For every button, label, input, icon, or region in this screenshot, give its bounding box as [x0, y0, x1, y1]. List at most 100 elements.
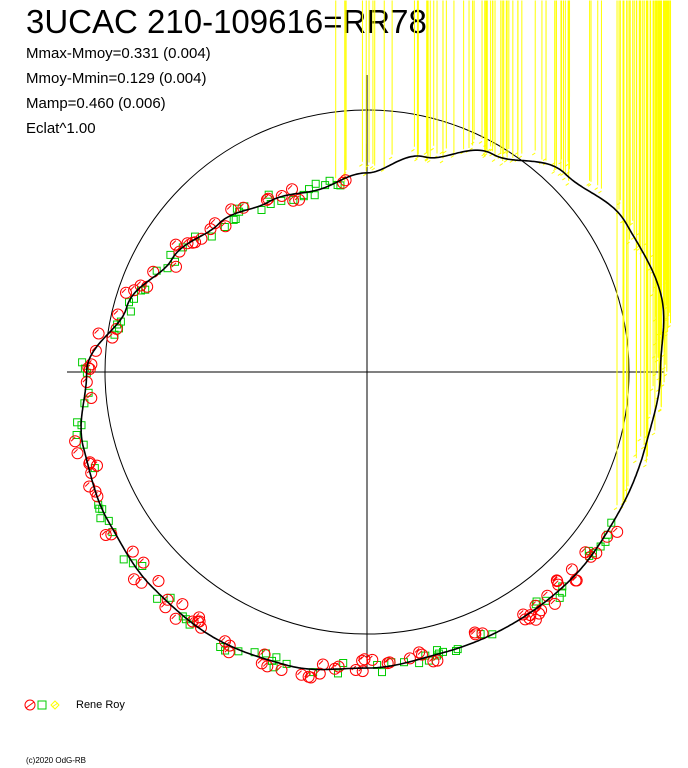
- data-point-red-25: [69, 435, 82, 448]
- data-point-red-77: [71, 447, 84, 460]
- data-point-yellow-59: [430, 0, 435, 151]
- data-point-yellow-102: [553, 0, 557, 172]
- legend: Rene Roy: [24, 697, 125, 713]
- data-point-yellow-57: [613, 0, 618, 511]
- data-point-yellow-85: [362, 0, 367, 177]
- data-point-green-6: [207, 232, 216, 241]
- data-points: [69, 0, 672, 684]
- data-point-red-85: [366, 653, 379, 666]
- legend-green-square: [37, 700, 47, 710]
- data-point-green-73: [78, 358, 87, 367]
- data-point-yellow-81: [637, 0, 642, 442]
- data-point-yellow-89: [564, 0, 569, 167]
- data-point-yellow-116: [551, 0, 556, 166]
- fit-curve: [80, 149, 665, 671]
- legend-symbols: [24, 699, 60, 711]
- data-point-green-80: [378, 668, 386, 677]
- legend-observer: Rene Roy: [76, 699, 125, 711]
- data-point-green-68: [532, 597, 541, 606]
- data-point-yellow-93: [469, 0, 474, 151]
- data-point-yellow-126: [665, 0, 670, 309]
- data-point-yellow-42: [371, 0, 376, 171]
- data-point-yellow-6: [426, 0, 431, 163]
- data-point-yellow-109: [636, 0, 641, 251]
- data-point-yellow-9: [388, 0, 393, 160]
- data-point-green-38: [257, 206, 266, 214]
- data-point-yellow-15: [414, 0, 418, 162]
- data-point-yellow-19: [450, 0, 455, 158]
- data-point-yellow-22: [587, 0, 592, 187]
- data-point-yellow-128: [481, 0, 486, 157]
- data-point-red-17: [159, 601, 172, 614]
- data-point-green-46: [325, 176, 334, 185]
- data-point-yellow-114: [505, 0, 510, 154]
- data-point-yellow-108: [341, 0, 346, 187]
- chart-title: 3UCAC 210-109616=RR78: [26, 3, 427, 40]
- data-point-red-82: [237, 201, 250, 214]
- data-point-yellow-104: [538, 0, 543, 165]
- data-point-green-9: [166, 593, 175, 602]
- data-point-red-88: [275, 190, 288, 202]
- data-point-yellow-60: [558, 0, 563, 165]
- data-point-red-94: [570, 574, 583, 587]
- data-point-green-76: [104, 516, 113, 525]
- data-point-red-13: [565, 563, 578, 576]
- data-point-red-75: [304, 671, 317, 684]
- data-point-red-18: [137, 556, 150, 569]
- data-point-yellow-7: [557, 0, 562, 176]
- data-point-red-58: [106, 331, 119, 344]
- data-point-yellow-112: [478, 0, 483, 144]
- data-point-green-69: [119, 555, 128, 564]
- stat-brightness-exponent: Eclat^1.00: [26, 120, 96, 137]
- data-point-yellow-23: [482, 0, 487, 159]
- data-point-red-92: [295, 668, 308, 681]
- data-point-yellow-97: [644, 0, 649, 438]
- data-point-red-37: [222, 646, 235, 659]
- data-point-red-24: [169, 612, 182, 625]
- copyright-notice: (c)2020 OdG-RB: [26, 756, 87, 765]
- data-point-red-44: [120, 286, 132, 299]
- data-point-red-66: [611, 525, 624, 538]
- data-point-yellow-44: [514, 0, 519, 163]
- data-point-red-53: [128, 284, 141, 297]
- data-point-green-92: [125, 298, 133, 307]
- data-point-green-47: [72, 431, 81, 439]
- data-point-green-79: [153, 594, 162, 603]
- data-point-green-85: [73, 418, 82, 427]
- data-point-red-83: [548, 597, 561, 610]
- data-point-yellow-21: [415, 0, 419, 160]
- data-point-red-46: [358, 653, 371, 666]
- legend-yellow-diamond: [50, 700, 60, 710]
- data-point-yellow-117: [565, 0, 570, 186]
- data-point-yellow-113: [433, 0, 438, 159]
- data-point-yellow-79: [542, 0, 547, 166]
- data-point-green-25: [310, 191, 319, 200]
- data-point-yellow-122: [594, 0, 599, 191]
- data-point-red-57: [569, 574, 582, 587]
- data-point-red-78: [535, 604, 548, 617]
- data-point-yellow-5: [460, 0, 465, 155]
- data-point-yellow-31: [499, 0, 504, 166]
- data-point-yellow-35: [586, 0, 591, 186]
- data-point-yellow-80: [633, 0, 638, 457]
- data-point-red-102: [128, 573, 140, 586]
- data-point-yellow-100: [560, 0, 565, 176]
- reference-circle: [104, 109, 630, 635]
- data-point-yellow-125: [424, 0, 429, 162]
- data-point-yellow-34: [423, 0, 428, 159]
- data-point-green-15: [311, 179, 320, 188]
- data-point-red-48: [383, 656, 396, 669]
- data-point-yellow-26: [483, 0, 488, 157]
- data-point-red-105: [287, 194, 300, 207]
- data-point-yellow-94: [489, 0, 494, 152]
- data-point-yellow-110: [658, 0, 662, 413]
- stat-max-mean: Mmax-Mmoy=0.331 (0.004): [26, 45, 211, 62]
- data-point-red-40: [413, 646, 426, 659]
- data-point-green-22: [128, 559, 137, 568]
- data-point-red-36: [431, 654, 444, 667]
- data-point-red-15: [85, 392, 98, 404]
- data-point-yellow-24: [551, 0, 556, 174]
- data-point-red-90: [181, 237, 194, 250]
- data-point-yellow-129: [411, 0, 415, 152]
- legend-red-circle: [24, 699, 36, 711]
